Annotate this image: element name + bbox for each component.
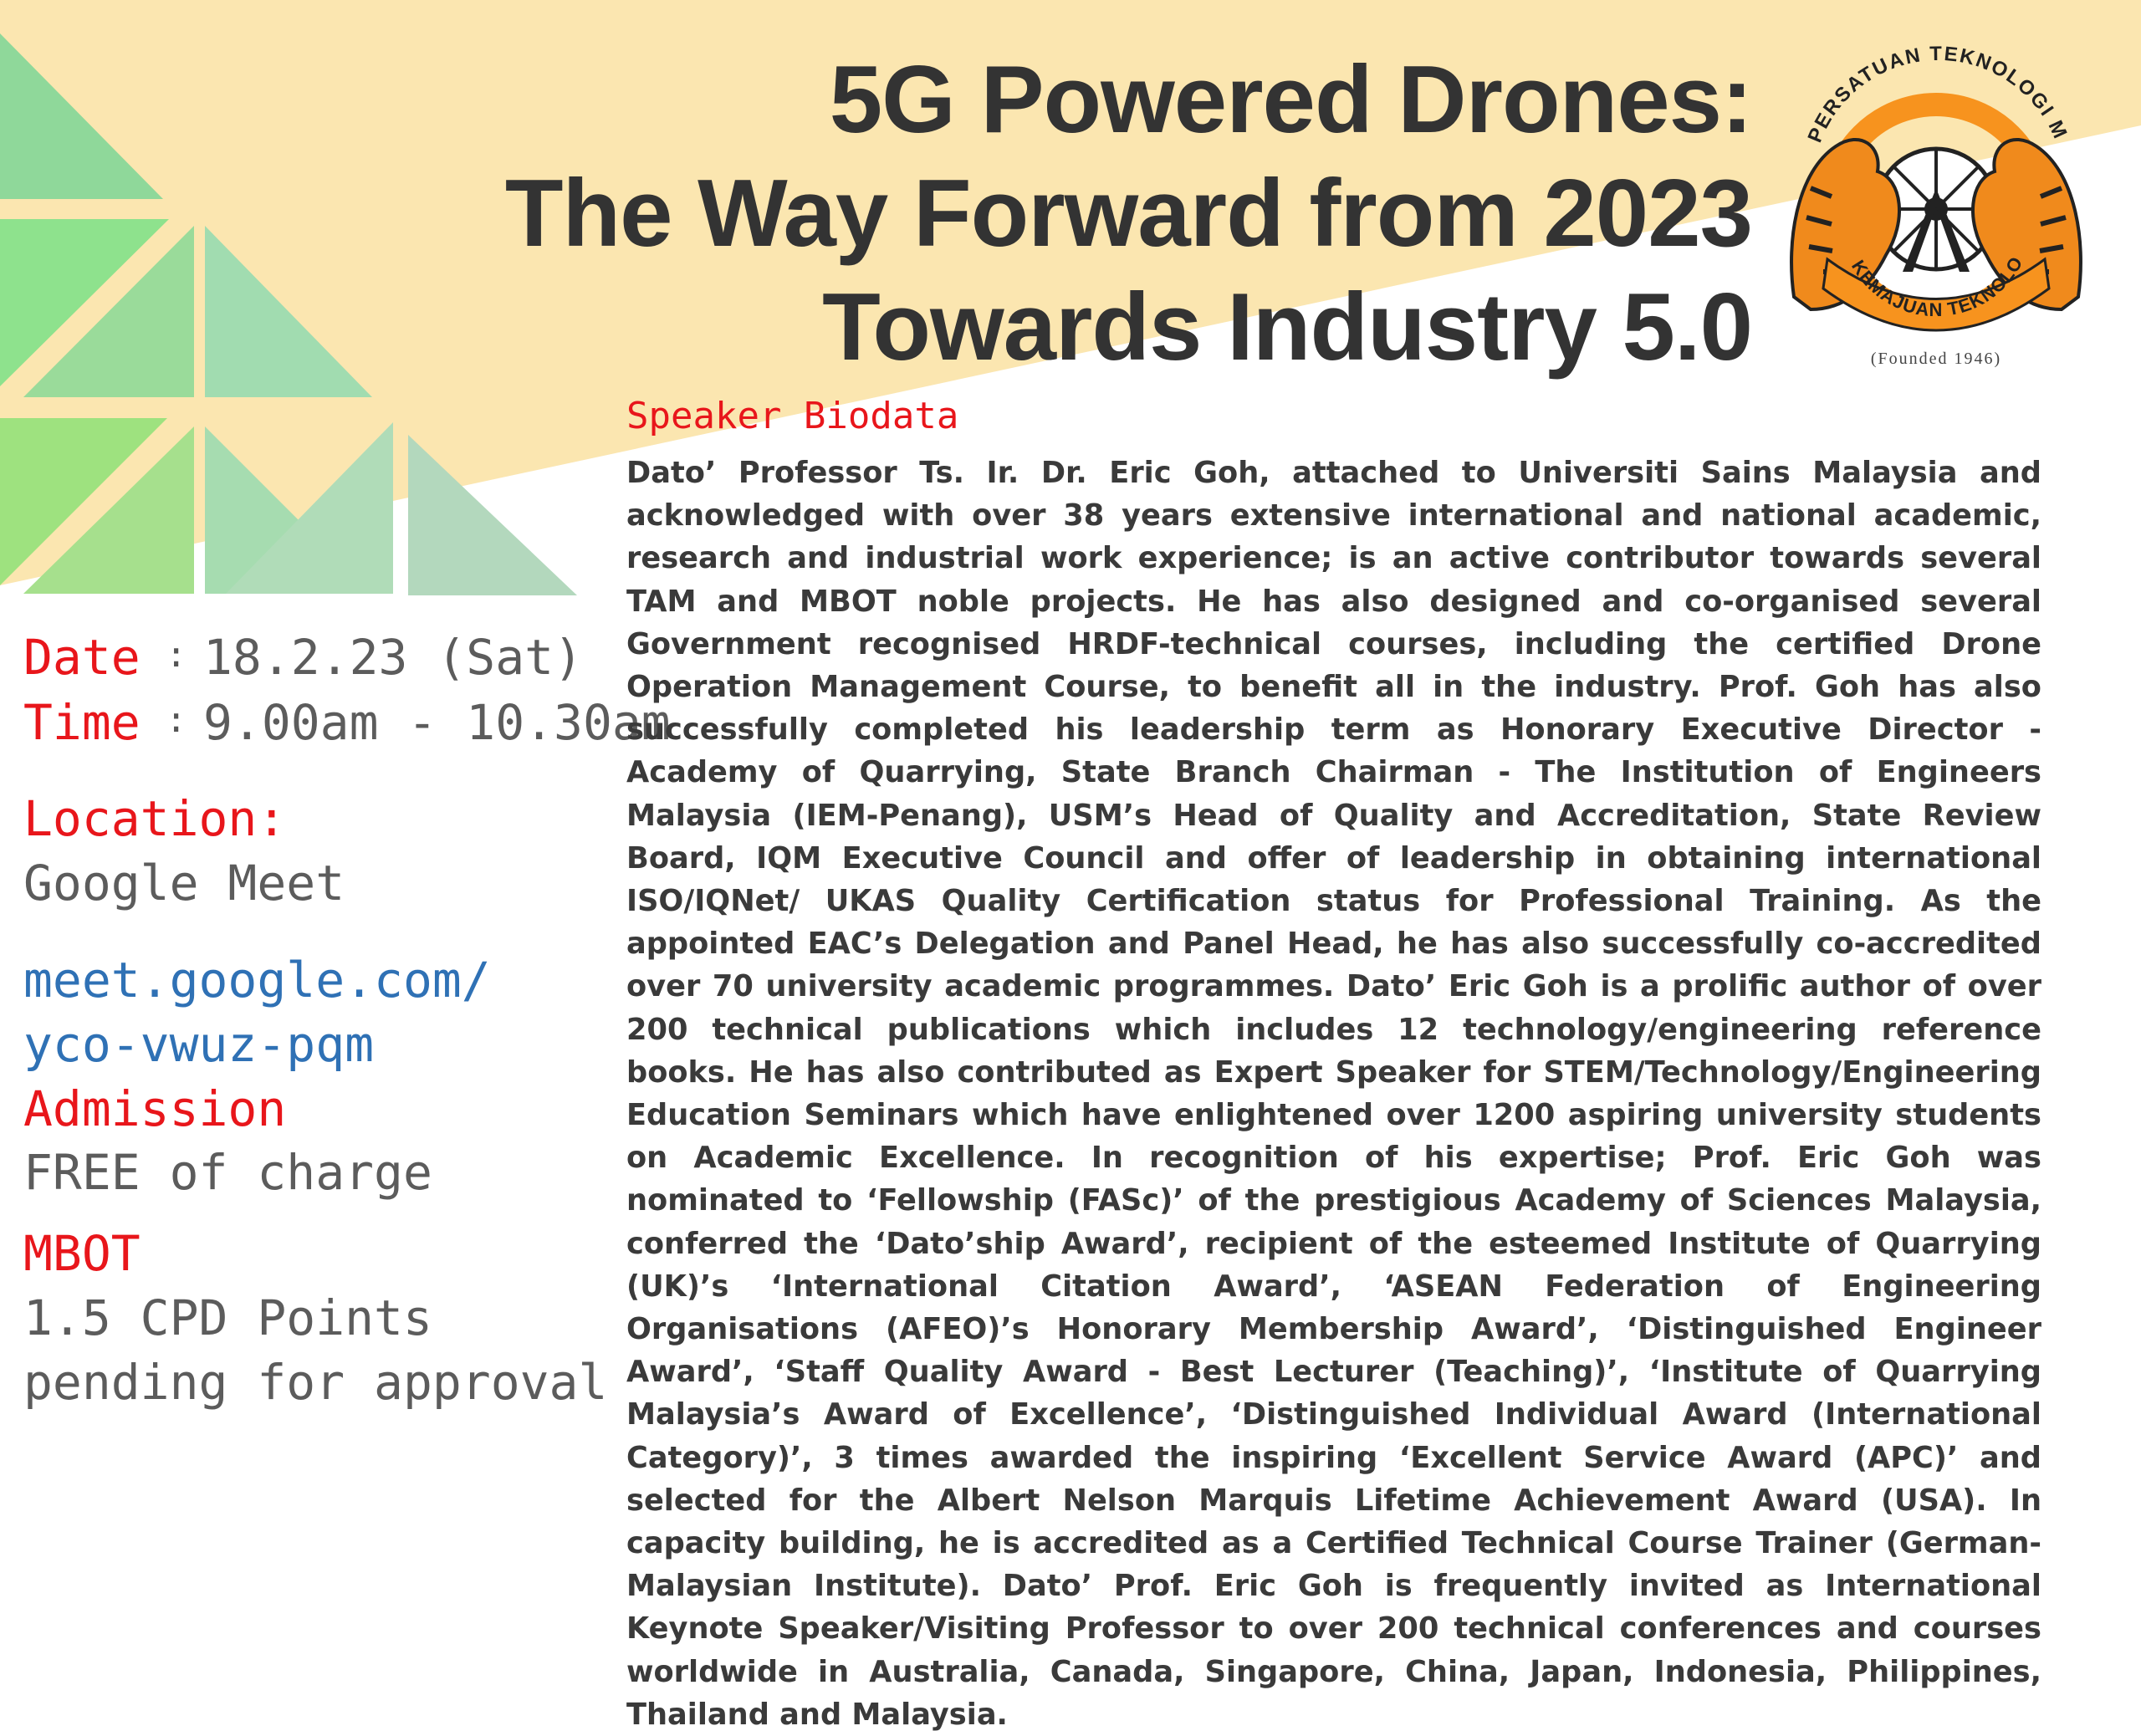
mbot-points: 1.5 CPD Points bbox=[23, 1289, 432, 1346]
location-value: Google Meet bbox=[23, 855, 345, 911]
mbot-label: MBOT bbox=[23, 1225, 141, 1282]
logo-top-text: PERSATUAN TEKNOLOGI MALAYSIA bbox=[1777, 21, 2070, 146]
logo-founded-text: (Founded 1946) bbox=[1871, 350, 2001, 368]
title-line-3: Towards Industry 5.0 bbox=[822, 274, 1753, 380]
yellow-banner-shape bbox=[0, 0, 2141, 585]
admission-label: Admission bbox=[23, 1080, 287, 1137]
title-line-1: 5G Powered Drones: bbox=[829, 47, 1753, 153]
time-label: Time bbox=[23, 694, 141, 751]
event-title: 5G Powered Drones: The Way Forward from … bbox=[504, 43, 1753, 385]
time-value: 9.00am - 10.30am bbox=[203, 694, 671, 751]
background-decoration bbox=[0, 0, 2141, 595]
time-row: Time : 9.00am - 10.30am bbox=[23, 694, 671, 751]
admission-value: FREE of charge bbox=[23, 1144, 432, 1201]
location-label: Location: bbox=[23, 790, 287, 847]
time-colon: : bbox=[166, 699, 187, 740]
date-colon: : bbox=[166, 634, 187, 675]
svg-text:PERSATUAN TEKNOLOGI MALAYSIA: PERSATUAN TEKNOLOGI MALAYSIA bbox=[1777, 21, 2072, 146]
meet-link-line-2[interactable]: yco-vwuz-pqm bbox=[23, 1016, 375, 1073]
date-value: 18.2.23 (Sat) bbox=[203, 629, 583, 686]
title-line-2: The Way Forward from 2023 bbox=[504, 161, 1753, 267]
speaker-biodata-text: Dato’ Professor Ts. Ir. Dr. Eric Goh, at… bbox=[626, 456, 2041, 1732]
speaker-biodata-heading: Speaker Biodata bbox=[626, 395, 959, 437]
green-triangle-mosaic bbox=[0, 33, 577, 595]
date-row: Date : 18.2.23 (Sat) bbox=[23, 629, 583, 686]
mbot-approval-note: pending for approval bbox=[23, 1354, 608, 1411]
date-label: Date bbox=[23, 629, 141, 686]
persatuan-teknologi-logo: PERSATUAN TEKNOLOGI MALAYSIA KEMAJUAN TE… bbox=[1777, 21, 2082, 368]
meet-link-line-1[interactable]: meet.google.com/ bbox=[23, 952, 491, 1008]
